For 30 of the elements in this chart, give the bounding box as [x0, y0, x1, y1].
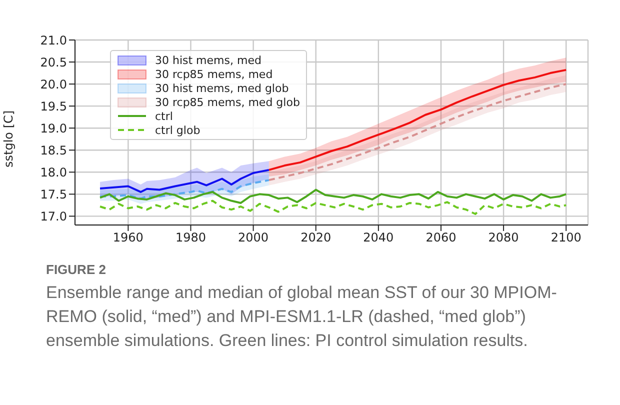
caption: FIGURE 2 [46, 262, 107, 277]
y-tick-label: 18.5 [40, 143, 67, 158]
y-tick-label: 18.0 [40, 165, 67, 180]
legend-label: ctrl glob [155, 124, 200, 136]
y-tick-label: 20.0 [40, 77, 67, 92]
line-series [99, 168, 270, 193]
y-tick-label: 19.5 [40, 99, 67, 114]
y-tick-label: 21.0 [40, 33, 67, 48]
x-tick-label: 2020 [300, 230, 332, 245]
legend-label: 30 rcp85 mems, med [155, 68, 273, 80]
text: Ensemble range and median of global mean SST of our 30 MPIOM-REMO (solid, “med”) and MPI-ESM1.1-LR (dashed, “med glob”) ensemble simulations. Green lines: PI control simulation results. [46, 282, 558, 352]
y-tick-label: 20.5 [40, 55, 67, 70]
y-tick-label: 17.5 [40, 187, 67, 202]
legend-label: ctrl [155, 110, 173, 122]
line-series [99, 200, 568, 215]
x-tick-label: 2100 [550, 230, 582, 245]
y-axis-title: sstglo [C] [1, 110, 16, 168]
x-tick-label: 2000 [238, 230, 269, 245]
line-series [99, 188, 568, 204]
legend-label: 30 hist mems, med glob [155, 82, 289, 94]
legend-label: 30 hist mems, med [155, 54, 262, 66]
line-series [99, 179, 270, 200]
x-tick-label: 1960 [112, 230, 144, 245]
legend-label: 30 rcp85 mems, med glob [155, 96, 300, 108]
x-tick-label: 1980 [175, 230, 206, 245]
x-tick-label: 2080 [488, 230, 519, 245]
y-tick-label: 17.0 [40, 209, 67, 224]
x-tick-label: 2040 [363, 230, 394, 245]
y-tick-label: 19.0 [40, 121, 67, 136]
x-tick-label: 2060 [426, 230, 456, 245]
